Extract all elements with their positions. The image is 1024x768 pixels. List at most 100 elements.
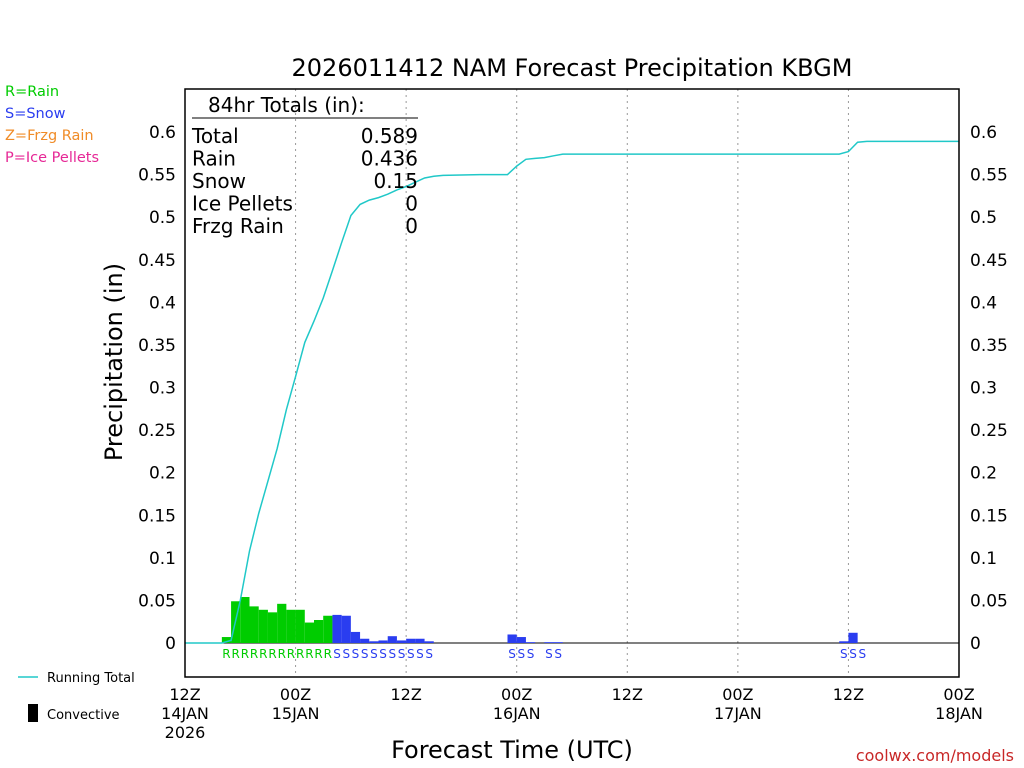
y-tick-label: 0.15 [970,506,1008,526]
y-tick-label: 0.05 [138,591,176,611]
y-tick-label: 0.2 [149,464,176,484]
x-axis-label: Forecast Time (UTC) [391,736,633,764]
x-tick-label: 12Z [833,685,864,704]
x-tick-label: 12Z [612,685,643,704]
ptype-letter: S [352,647,360,661]
chart-title: 2026011412 NAM Forecast Precipitation KB… [292,54,853,82]
ptype-letter: S [389,647,397,661]
bottom-legend: Running Total Convective [18,671,135,723]
ptype-letter: R [222,647,230,661]
precip-type-legend-item: S=Snow [5,106,66,122]
precip-bar [507,634,517,643]
y-tick-label: 0.5 [149,208,176,228]
ptype-letter: R [268,647,276,661]
y-tick-label: 0.4 [970,293,997,313]
ptype-letter: S [849,647,857,661]
precip-bar [839,641,849,643]
y-tick-label: 0.05 [970,591,1008,611]
precip-type-legend: R=Rain S=Snow Z=Frzg Rain P=Ice Pellets [5,84,99,166]
ptype-letter: S [858,647,866,661]
precip-bar [387,636,397,643]
totals-row-value: 0.436 [361,147,418,171]
x-tick-label: 12Z [390,685,421,704]
credit-text: coolwx.com/models [856,746,1014,765]
x-tick-date: 17JAN [714,704,762,723]
y-tick-label: 0.3 [149,379,176,399]
ptype-letter: R [259,647,267,661]
y-tick-label: 0.3 [970,379,997,399]
totals-row-label: Rain [192,147,236,171]
totals-row-label: Total [191,124,239,148]
totals-row-label: Snow [192,169,246,193]
y-tick-label: 0.25 [970,421,1008,441]
ptype-letter: R [305,647,313,661]
totals-row-label: Frzg Rain [192,214,284,238]
y-tick-label: 0.5 [970,208,997,228]
precip-bar [378,640,388,643]
x-tick-label: 12Z [169,685,200,704]
ptype-letter: S [518,647,526,661]
ptype-letter: S [545,647,553,661]
precip-type-legend-item: R=Rain [5,84,59,100]
y-tick-label: 0.45 [138,251,176,271]
totals-row-value: 0.589 [361,124,418,148]
ptype-letter: S [554,647,562,661]
precip-bar [848,632,858,643]
convective-legend-box [28,704,38,722]
ptype-letter: S [370,647,378,661]
x-tick-date: 16JAN [493,704,541,723]
plot-frame [184,88,960,678]
precip-bar [286,609,296,643]
totals-row-value: 0.15 [373,169,418,193]
ptype-letter: R [314,647,322,661]
y-tick-labels-right: 0 0.05 0.1 0.15 0.2 0.25 0.3 0.35 0.4 0.45 0.5 0.55… [970,123,1008,654]
ptype-letter: R [278,647,286,661]
precip-bar [360,638,370,643]
precip-bar [369,641,379,643]
ptype-letter: R [296,647,304,661]
precip-bar [341,615,351,643]
precip-bar [249,606,259,643]
x-tick-date: 15JAN [272,704,320,723]
precip-bar [304,622,314,643]
precip-bar [277,603,287,643]
y-tick-label: 0.15 [138,506,176,526]
y-tick-label: 0.55 [138,166,176,186]
convective-legend-label: Convective [47,708,120,723]
precip-bar [350,631,361,643]
y-tick-label: 0.2 [970,464,997,484]
y-tick-label: 0.35 [138,336,176,356]
ptype-letter: R [241,647,249,661]
y-tick-label: 0.1 [970,549,997,569]
y-tick-label: 0.25 [138,421,176,441]
precip-type-legend-item: P=Ice Pellets [5,150,99,166]
precip-bar [396,640,407,643]
totals-heading: 84hr Totals (in): [208,93,365,117]
ptype-letter: R [250,647,258,661]
precip-bar [221,637,232,643]
y-tick-label: 0 [165,634,176,654]
ptype-letter: S [425,647,433,661]
y-tick-label: 0 [970,634,981,654]
running-total-line [185,140,959,644]
y-tick-label: 0.6 [149,123,176,143]
totals-row-value: 0 [405,214,418,238]
ptype-letter: S [398,647,406,661]
x-tick-year: 2026 [165,723,206,742]
y-tick-label: 0.6 [970,123,997,143]
precip-bar [295,609,305,643]
ptype-letter: R [287,647,295,661]
ptype-letter: S [407,647,415,661]
ptype-letter: S [416,647,424,661]
precip-bar [516,637,526,643]
ptype-letter: S [508,647,516,661]
precip-bar [314,620,324,643]
x-tick-label: 00Z [501,685,532,704]
totals-box: 84hr Totals (in): Total 0.589 Rain 0.436 Sno… [191,93,418,238]
precip-bar [406,638,416,643]
y-tick-labels-left: 0 0.05 0.1 0.15 0.2 0.25 0.3 0.35 0.4 0.45 0.5 0.55… [138,123,176,654]
ptype-letter: S [342,647,350,661]
